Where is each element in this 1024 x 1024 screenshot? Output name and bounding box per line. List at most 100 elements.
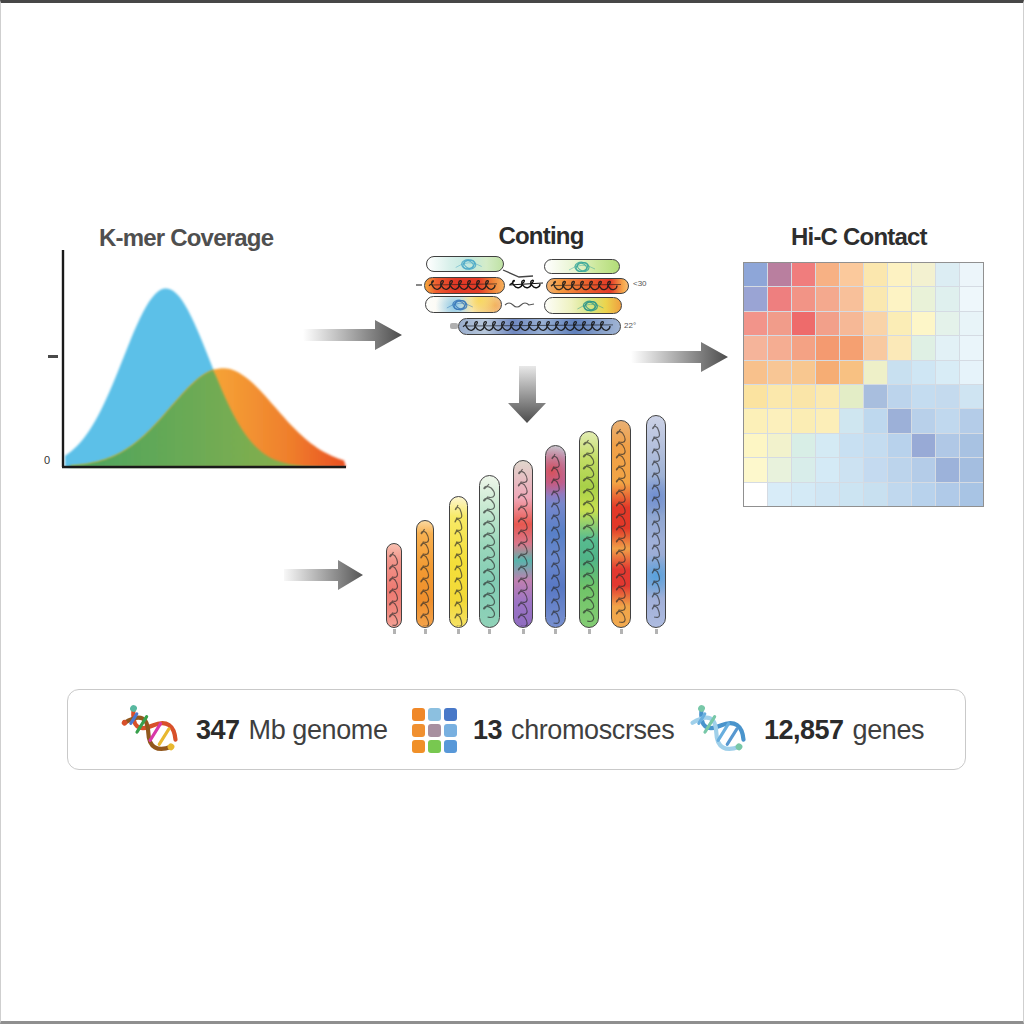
- hic-cell: [816, 483, 839, 506]
- dna-icon: [110, 690, 192, 770]
- hic-cell: [960, 263, 983, 286]
- hic-cell: [936, 458, 959, 481]
- hic-cell: [936, 361, 959, 384]
- hic-cell: [864, 483, 887, 506]
- arrow-contigs-to-chromosomes: [506, 365, 548, 425]
- hic-cell: [936, 263, 959, 286]
- genome-assembly-figure: K-mer Coverage 0 Conting <30 22° Hi-C Co…: [0, 0, 1024, 1024]
- hic-cell: [888, 312, 911, 335]
- hic-cell: [912, 287, 935, 310]
- chromosome-bar: [545, 445, 566, 628]
- hic-cell: [936, 287, 959, 310]
- hic-cell: [816, 287, 839, 310]
- grid-icon-cell: [428, 740, 441, 753]
- stat-value: 347: [196, 715, 240, 746]
- hic-cell: [744, 385, 767, 408]
- chromosome-bar-tip: [655, 629, 658, 634]
- hic-cell: [888, 361, 911, 384]
- hic-cell: [744, 361, 767, 384]
- hic-cell: [744, 483, 767, 506]
- arrow-contigs-to-hic: [629, 340, 731, 374]
- hic-cell: [816, 385, 839, 408]
- hic-cell: [768, 434, 791, 457]
- hic-cell: [816, 361, 839, 384]
- hic-cell: [744, 312, 767, 335]
- hic-cell: [840, 287, 863, 310]
- hic-cell: [912, 336, 935, 359]
- hic-cell: [792, 409, 815, 432]
- stat-value: 12,857: [764, 715, 844, 746]
- contig-pill: [458, 318, 621, 335]
- hic-cell: [864, 409, 887, 432]
- hic-cell: [768, 458, 791, 481]
- hic-cell: [816, 312, 839, 335]
- stat-genome-size: 347 Mb genome: [120, 690, 388, 771]
- contig-pill: [424, 277, 505, 294]
- hic-cell: [816, 458, 839, 481]
- hic-cell: [912, 263, 935, 286]
- hic-cell: [792, 483, 815, 506]
- hic-cell: [888, 336, 911, 359]
- arrow-kmer-to-contigs: [301, 318, 405, 352]
- hic-cell: [816, 336, 839, 359]
- grid-icon-cell: [412, 708, 425, 721]
- hic-cell: [744, 458, 767, 481]
- hic-cell: [816, 434, 839, 457]
- hic-cell: [840, 312, 863, 335]
- hic-cell: [840, 263, 863, 286]
- contig-pill: [546, 278, 629, 294]
- hic-cell: [912, 458, 935, 481]
- hic-cell: [864, 385, 887, 408]
- grid-icon-cell: [412, 740, 425, 753]
- stat-value: 13: [473, 715, 502, 746]
- contig-right-annotation: <30: [633, 279, 647, 288]
- grid-icon-cell: [444, 740, 457, 753]
- contig-pill: [544, 297, 622, 314]
- chromosome-bar: [416, 520, 434, 628]
- hic-cell: [744, 409, 767, 432]
- chromosome-bar: [579, 431, 599, 628]
- hic-cell: [912, 409, 935, 432]
- hic-cell: [864, 458, 887, 481]
- hic-cell: [888, 263, 911, 286]
- chromosome-bar-tip: [588, 629, 591, 634]
- contig-left-nub: [450, 323, 458, 329]
- contigs-title: Conting: [498, 222, 583, 250]
- chromosome-bar: [479, 475, 500, 628]
- hic-cell: [960, 287, 983, 310]
- hic-cell: [840, 361, 863, 384]
- hic-cell: [912, 361, 935, 384]
- hic-cell: [936, 483, 959, 506]
- grid-icon-cell: [444, 724, 457, 737]
- hic-cell: [792, 385, 815, 408]
- hic-cell: [792, 263, 815, 286]
- hic-cell: [912, 312, 935, 335]
- hic-cell: [816, 263, 839, 286]
- hic-cell: [864, 287, 887, 310]
- hic-cell: [816, 409, 839, 432]
- hic-cell: [744, 336, 767, 359]
- stat-label: Mb genome: [249, 715, 388, 746]
- hic-cell: [768, 483, 791, 506]
- hic-cell: [936, 434, 959, 457]
- kmer-coverage-plot: [41, 243, 361, 478]
- hic-cell: [888, 434, 911, 457]
- hic-cell: [936, 312, 959, 335]
- hic-cell: [888, 483, 911, 506]
- hic-cell: [792, 336, 815, 359]
- chromosome-bar: [611, 420, 631, 628]
- hic-cell: [936, 336, 959, 359]
- hic-cell: [912, 385, 935, 408]
- hic-cell: [768, 361, 791, 384]
- hic-cell: [888, 385, 911, 408]
- summary-stats-box: 347 Mb genome 13 chromoscrses: [67, 689, 966, 770]
- chromosome-grid-icon: [412, 708, 457, 753]
- chromosome-bar-tip: [457, 629, 460, 634]
- contig-left-tick: [416, 284, 422, 286]
- contig-pill: [544, 259, 620, 274]
- chromosome-bar: [449, 496, 468, 628]
- dna-icon: [678, 690, 760, 770]
- contig-pill: [426, 256, 504, 272]
- grid-icon-cell: [428, 708, 441, 721]
- hic-cell: [768, 287, 791, 310]
